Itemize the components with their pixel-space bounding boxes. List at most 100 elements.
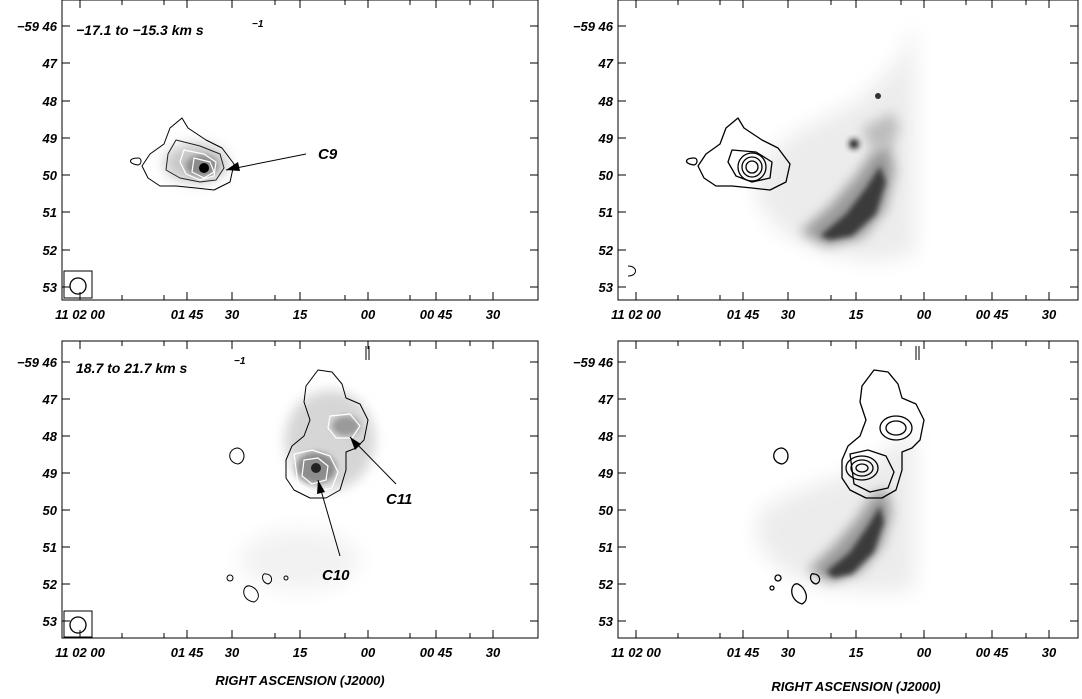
contours-bottom-left <box>226 346 370 603</box>
annotation-c11: C11 <box>386 491 412 508</box>
svg-text:11 02 00: 11 02 00 <box>611 645 661 660</box>
svg-text:53: 53 <box>599 280 614 295</box>
svg-text:11 02 00: 11 02 00 <box>55 645 105 660</box>
svg-text:47: 47 <box>598 56 614 71</box>
svg-text:00 45: 00 45 <box>420 645 453 660</box>
contours-top-left <box>130 117 235 191</box>
panel-top-right: −59 46 47 48 49 50 51 52 53 11 02 00 01 … <box>573 0 1079 322</box>
arrowhead-c10 <box>317 480 325 494</box>
dec-labels-top-left: −59 46 47 48 49 50 51 52 53 <box>17 19 58 295</box>
svg-text:47: 47 <box>42 56 58 71</box>
arrow-line-c9 <box>225 153 307 171</box>
svg-text:00: 00 <box>361 307 376 322</box>
svg-text:−59 46: −59 46 <box>17 19 58 34</box>
panel-label-exp-top-left: −1 <box>252 19 264 30</box>
svg-text:01 45: 01 45 <box>727 645 760 660</box>
ra-ticks-bottom-right <box>635 341 1050 638</box>
svg-text:53: 53 <box>599 614 614 629</box>
arrowhead-c11 <box>350 437 361 450</box>
panel-bottom-right: −59 46 47 48 49 50 51 52 53 11 02 00 01 … <box>573 340 1079 694</box>
panel-label-bottom-left: 18.7 to 21.7 km s <box>76 360 188 376</box>
ra-labels-top-right: 11 02 00 01 45 30 15 00 00 45 30 <box>611 307 1057 322</box>
svg-text:00: 00 <box>917 645 932 660</box>
svg-text:00 45: 00 45 <box>976 307 1009 322</box>
arrowhead-c9 <box>226 162 240 171</box>
svg-text:49: 49 <box>598 131 614 146</box>
svg-text:30: 30 <box>225 645 240 660</box>
svg-text:00 45: 00 45 <box>420 307 453 322</box>
dec-ticks-bottom-left <box>62 361 538 622</box>
svg-text:30: 30 <box>781 645 796 660</box>
svg-text:00: 00 <box>917 307 932 322</box>
svg-text:−59 46: −59 46 <box>573 19 614 34</box>
svg-text:51: 51 <box>43 540 57 555</box>
svg-text:30: 30 <box>781 307 796 322</box>
svg-text:11 02 00: 11 02 00 <box>611 307 661 322</box>
svg-text:52: 52 <box>599 577 614 592</box>
svg-text:01 45: 01 45 <box>171 645 204 660</box>
annotation-c10: C10 <box>322 567 350 584</box>
svg-text:48: 48 <box>598 94 614 109</box>
svg-text:52: 52 <box>43 243 58 258</box>
frame-bottom-left <box>61 340 539 639</box>
svg-text:11 02 00: 11 02 00 <box>55 307 105 322</box>
svg-text:−59 46: −59 46 <box>573 355 614 370</box>
contours-bottom-right <box>769 346 925 605</box>
svg-text:50: 50 <box>43 503 58 518</box>
svg-text:30: 30 <box>1042 307 1057 322</box>
panel-bottom-left: 18.7 to 21.7 km s −1 C10 C11 −59 46 47 4… <box>17 340 539 688</box>
svg-text:47: 47 <box>598 392 614 407</box>
svg-text:49: 49 <box>42 466 58 481</box>
svg-text:52: 52 <box>599 243 614 258</box>
svg-text:01 45: 01 45 <box>171 307 204 322</box>
dec-ticks-bottom-right <box>618 361 1078 622</box>
svg-text:53: 53 <box>43 280 58 295</box>
dec-labels-top-right: −59 46 47 48 49 50 51 52 53 <box>573 19 614 295</box>
greyscale-nebula-bottom-right <box>756 430 915 592</box>
svg-text:30: 30 <box>486 307 501 322</box>
dec-ticks-top-left <box>62 25 538 288</box>
panel-top-left: −17.1 to −15.3 km s −1 C9 −59 46 47 48 4… <box>17 0 539 322</box>
ra-ticks-bottom-left <box>79 341 494 638</box>
svg-text:00: 00 <box>361 645 376 660</box>
svg-text:48: 48 <box>42 429 58 444</box>
svg-text:48: 48 <box>42 94 58 109</box>
svg-text:48: 48 <box>598 429 614 444</box>
svg-text:51: 51 <box>599 205 613 220</box>
beam-bottom-left <box>63 610 93 638</box>
svg-text:51: 51 <box>43 205 57 220</box>
svg-text:49: 49 <box>42 131 58 146</box>
dec-ticks-top-right <box>618 25 1078 288</box>
svg-text:50: 50 <box>599 503 614 518</box>
frame-top-right <box>617 0 1079 301</box>
svg-text:50: 50 <box>43 168 58 183</box>
svg-text:49: 49 <box>598 466 614 481</box>
beam-fragment-top-right <box>627 265 636 277</box>
svg-text:53: 53 <box>43 614 58 629</box>
ra-ticks-top-right <box>635 0 1050 300</box>
svg-text:15: 15 <box>293 645 308 660</box>
x-axis-title-right: RIGHT ASCENSION (J2000) <box>771 679 940 694</box>
ra-labels-top-left: 11 02 00 01 45 30 15 00 00 45 30 <box>55 307 501 322</box>
contours-top-right <box>685 117 791 191</box>
svg-text:15: 15 <box>293 307 308 322</box>
svg-text:−59 46: −59 46 <box>17 355 58 370</box>
greyscale-nebula-top-right <box>756 20 915 262</box>
svg-text:30: 30 <box>225 307 240 322</box>
svg-text:47: 47 <box>42 392 58 407</box>
frame-bottom-right <box>617 340 1079 639</box>
x-axis-title-left: RIGHT ASCENSION (J2000) <box>215 673 384 688</box>
svg-text:01 45: 01 45 <box>727 307 760 322</box>
svg-text:52: 52 <box>43 577 58 592</box>
annotation-c9: C9 <box>318 146 338 163</box>
ra-ticks-top-left <box>79 0 494 300</box>
ra-labels-bottom-right: 11 02 00 01 45 30 15 00 00 45 30 <box>611 645 1057 660</box>
svg-text:30: 30 <box>486 645 501 660</box>
dec-labels-bottom-right: −59 46 47 48 49 50 51 52 53 <box>573 355 614 629</box>
svg-text:30: 30 <box>1042 645 1057 660</box>
svg-text:00 45: 00 45 <box>976 645 1009 660</box>
dec-labels-bottom-left: −59 46 47 48 49 50 51 52 53 <box>17 355 58 629</box>
beam-top-left <box>63 270 93 299</box>
svg-text:15: 15 <box>849 307 864 322</box>
